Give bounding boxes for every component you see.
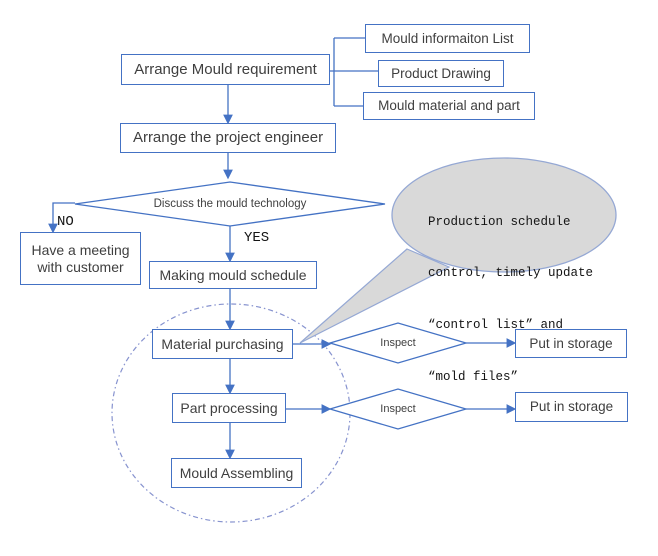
process-box-put-in-storage-2: Put in storage bbox=[515, 392, 628, 422]
callout-tail bbox=[299, 248, 451, 344]
process-box-mould-information-list: Mould informaiton List bbox=[365, 24, 530, 53]
callout-line-3: “control list” and bbox=[428, 318, 564, 333]
decision-label-inspect-1: Inspect bbox=[380, 337, 416, 349]
decision-label-discuss-mould-technology: Discuss the mould technology bbox=[153, 198, 307, 210]
branch-label-yes: YES bbox=[244, 230, 270, 246]
process-box-mould-material-and-part: Mould material and part bbox=[363, 92, 535, 120]
decision-diamond-discuss bbox=[74, 181, 386, 227]
callout-line-2: control, timely update bbox=[428, 266, 594, 281]
process-box-product-drawing: Product Drawing bbox=[378, 60, 504, 87]
callout-bubble bbox=[391, 157, 617, 273]
process-box-part-processing: Part processing bbox=[172, 393, 286, 423]
callout-line-4: “mold files” bbox=[428, 370, 519, 385]
callout-line-1: Production schedule bbox=[428, 214, 571, 229]
process-box-arrange-mould-requirement: Arrange Mould requirement bbox=[121, 54, 330, 85]
process-box-material-purchasing: Material purchasing bbox=[152, 329, 293, 359]
branch-label-no: NO bbox=[57, 214, 74, 230]
process-box-have-meeting-with-customer: Have a meeting with customer bbox=[20, 232, 141, 285]
connector-no-branch bbox=[48, 202, 75, 234]
decision-diamond-inspect1 bbox=[327, 322, 469, 364]
process-box-put-in-storage-1: Put in storage bbox=[515, 329, 627, 358]
callout-text: Production schedule control, timely upda… bbox=[428, 179, 593, 421]
decision-label-inspect-2: Inspect bbox=[380, 403, 416, 415]
process-box-mould-assembling: Mould Assembling bbox=[171, 458, 302, 488]
process-box-arrange-project-engineer: Arrange the project engineer bbox=[120, 123, 336, 153]
decision-diamond-inspect2 bbox=[327, 388, 469, 430]
process-box-making-mould-schedule: Making mould schedule bbox=[149, 261, 317, 289]
